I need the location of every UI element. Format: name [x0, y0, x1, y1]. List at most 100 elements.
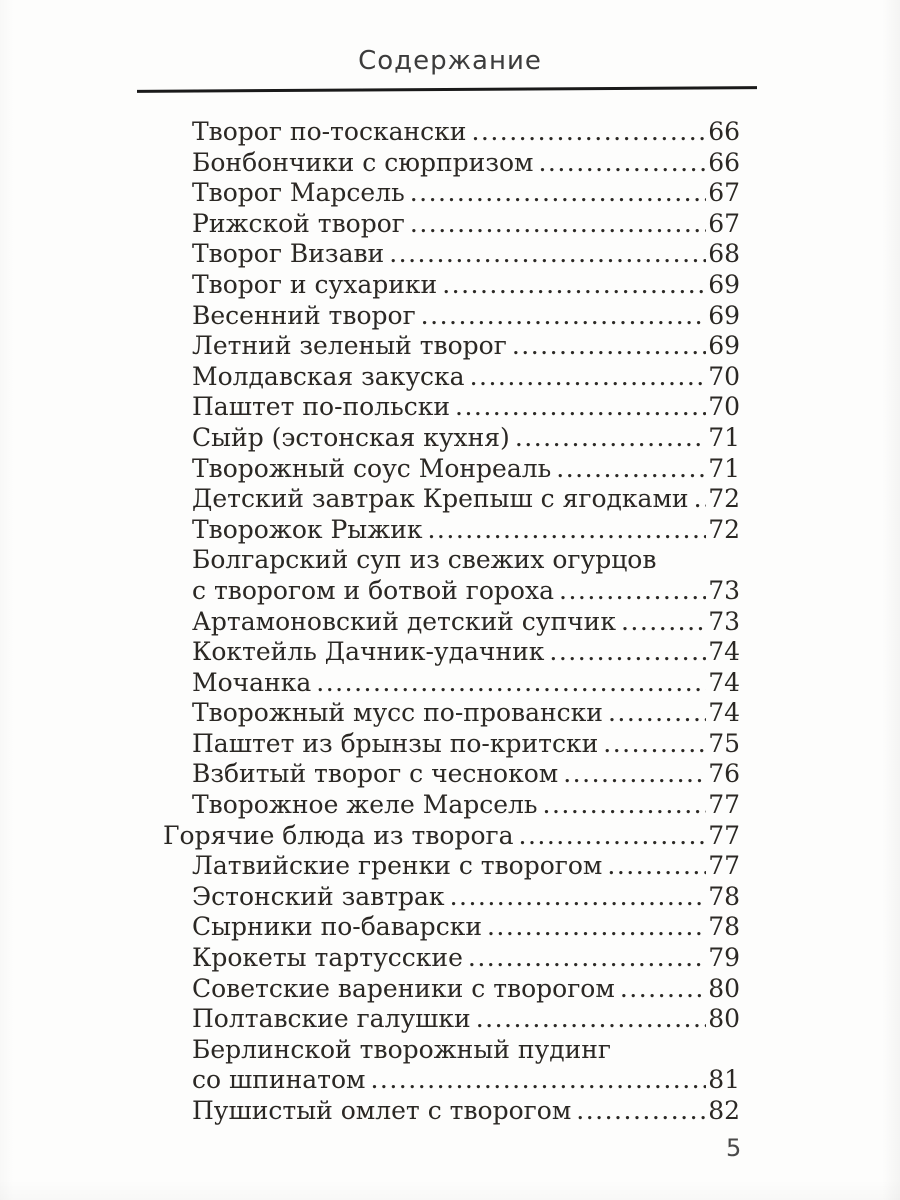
toc-entry-page: 66 — [708, 147, 740, 177]
dot-leader — [455, 392, 706, 423]
toc-entry: Творожок Рыжик 72 — [163, 515, 740, 546]
toc-entry-title: Паштет по-польски — [192, 392, 451, 422]
toc-entry-title: Творожный соус Монреаль — [192, 453, 552, 483]
toc-list: Творог по-тоскански 66 Бонбончики с сюрп… — [163, 117, 740, 1127]
toc-entry: Паштет из брынзы по-критски 75 — [163, 729, 740, 760]
dot-leader — [470, 362, 707, 393]
toc-entry: Летний зеленый творог 69 — [163, 331, 740, 362]
toc-entry: Мочанка 74 — [163, 668, 740, 699]
toc-entry: Рижской творог 67 — [163, 209, 740, 240]
toc-entry: Бонбончики с сюрпризом 66 — [163, 148, 740, 179]
dot-leader — [471, 117, 706, 148]
toc-entry-title: Творожок Рыжик — [192, 514, 423, 544]
toc-entry-page: 73 — [708, 575, 740, 605]
dot-leader — [620, 974, 706, 1005]
toc-entry-title: Творожный мусс по-провански — [192, 698, 603, 728]
dot-leader — [410, 209, 706, 240]
toc-entry-page: 70 — [708, 361, 740, 391]
dot-leader — [370, 1065, 706, 1096]
toc-entry-title: Полтавские галушки — [192, 1004, 471, 1034]
title-divider — [136, 86, 758, 93]
toc-entry-page: 74 — [708, 667, 740, 697]
toc-entry: Советские вареники с творогом 80 — [163, 974, 740, 1005]
dot-leader — [450, 882, 707, 913]
toc-entry: Латвийские гренки с творогом 77 — [163, 851, 740, 882]
toc-entry-title: Творог и сухарики — [192, 269, 438, 299]
toc-entry-title: Пушистый омлет с творогом — [192, 1096, 572, 1125]
toc-entry-title: Мочанка — [192, 667, 312, 697]
toc-entry-title: Сырники по-баварски — [192, 912, 482, 942]
dot-leader — [559, 576, 706, 607]
toc-entry: Артамоновский детский супчик 73 — [163, 607, 740, 638]
toc-entry: Паштет по-польски 70 — [163, 392, 740, 423]
toc-entry-title: Горячие блюда из творога — [163, 820, 514, 850]
toc-entry-page: 75 — [708, 728, 740, 758]
dot-leader — [543, 790, 707, 821]
toc-entry-page: 80 — [708, 973, 740, 1003]
dot-leader — [468, 943, 706, 974]
dot-leader — [607, 851, 706, 882]
toc-entry-page: 80 — [708, 1004, 740, 1034]
toc-entry-title: Рижской творог — [192, 208, 405, 238]
toc-entry-page: 77 — [708, 851, 740, 881]
toc-entry: Творожный соус Монреаль 71 — [163, 454, 740, 485]
toc-entry: Полтавские галушки 80 — [163, 1004, 740, 1035]
toc-entry-title: с творогом и ботвой гороха — [192, 575, 554, 605]
toc-entry-page: 67 — [708, 208, 740, 238]
toc-entry-title: Коктейль Дачник-удачник — [192, 637, 545, 667]
dot-leader — [538, 148, 706, 179]
dot-leader — [603, 729, 706, 760]
toc-entry-title: Творог по-тоскански — [192, 117, 467, 146]
toc-entry-page: 78 — [708, 912, 740, 942]
dot-leader — [549, 637, 706, 668]
toc-entry-title: Творог Марсель — [192, 178, 405, 208]
toc-entry-page: 77 — [708, 820, 740, 850]
dot-leader — [389, 239, 706, 270]
toc-entry-page: 68 — [708, 239, 740, 269]
toc-entry-title: Взбитый творог с чесноком — [192, 759, 559, 789]
toc-entry: Сырники по-баварски 78 — [163, 912, 740, 943]
dot-leader — [515, 423, 706, 454]
dot-leader — [556, 454, 706, 485]
toc-entry: Творожный мусс по-провански 74 — [163, 698, 740, 729]
toc-entry-page: 69 — [708, 269, 740, 299]
toc-entry: Взбитый творог с чесноком 76 — [163, 759, 740, 790]
toc-entry-page: 71 — [708, 422, 740, 452]
toc-entry-page: 71 — [708, 453, 740, 483]
toc-entry-page: 72 — [708, 514, 740, 544]
toc-entry-page: 70 — [708, 392, 740, 422]
toc-entry-title: Эстонский завтрак — [192, 881, 445, 911]
toc-entry-page: 74 — [708, 698, 740, 728]
toc-entry: Горячие блюда из творога 77 — [163, 821, 740, 852]
toc-entry: Творог Марсель 67 — [163, 178, 740, 209]
toc-entry-page: 72 — [708, 484, 740, 514]
dot-leader — [576, 1096, 706, 1127]
dot-leader — [512, 331, 706, 362]
toc-entry: Берлинской творожный пудинг — [163, 1035, 740, 1066]
toc-entry-page: 74 — [708, 637, 740, 667]
dot-leader — [621, 607, 706, 638]
dot-leader — [608, 698, 706, 729]
toc-entry-page: 69 — [708, 300, 740, 330]
toc-entry: Эстонский завтрак 78 — [163, 882, 740, 913]
toc-entry: Творог по-тоскански 66 — [163, 117, 740, 148]
toc-entry: Коктейль Дачник-удачник 74 — [163, 637, 740, 668]
dot-leader — [563, 759, 706, 790]
toc-entry-title: Крокеты тартусские — [192, 943, 463, 973]
page-number: 5 — [726, 1134, 742, 1162]
dot-leader — [421, 301, 707, 332]
dot-leader — [316, 668, 706, 699]
dot-leader — [427, 515, 706, 546]
toc-entry-title: Артамоновский детский супчик — [192, 606, 616, 636]
toc-entry-page: 79 — [708, 943, 740, 973]
toc-entry-page: 78 — [708, 881, 740, 911]
toc-entry-title: Латвийские гренки с творогом — [192, 851, 603, 881]
toc-entry: с творогом и ботвой гороха 73 — [163, 576, 740, 607]
toc-entry-title: Бонбончики с сюрпризом — [192, 147, 534, 177]
toc-entry: Сыйр (эстонская кухня) 71 — [163, 423, 740, 454]
toc-entry: Болгарский суп из свежих огурцов — [163, 545, 740, 576]
dot-leader — [519, 821, 707, 852]
toc-entry: Творог Визави 68 — [163, 239, 740, 270]
toc-entry-title: Советские вареники с творогом — [192, 973, 615, 1003]
